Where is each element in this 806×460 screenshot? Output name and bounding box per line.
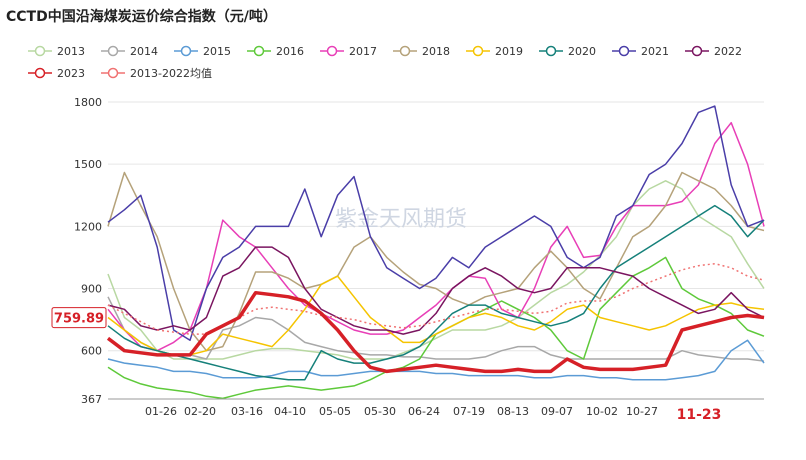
- legend-item-2019[interactable]: 2019: [466, 40, 523, 62]
- legend-label: 2022: [714, 44, 742, 58]
- watermark: 紫金天风期货: [335, 207, 467, 232]
- legend-marker-icon: [612, 45, 636, 57]
- y-tick-label: 1500: [74, 158, 102, 171]
- legend-label: 2013: [57, 44, 85, 58]
- legend-item-2015[interactable]: 2015: [174, 40, 231, 62]
- legend-marker-icon: [174, 45, 198, 57]
- legend-item-2013-2022均值[interactable]: 2013-2022均值: [101, 62, 212, 84]
- y-tick-label: 1800: [74, 96, 102, 109]
- legend-label: 2017: [349, 44, 377, 58]
- x-tick-label: 01-26: [145, 405, 177, 418]
- series-line-2019: [107, 275, 765, 356]
- legend-item-2018[interactable]: 2018: [393, 40, 450, 62]
- series-line-2021: [107, 105, 765, 342]
- y-tick-label: 367: [81, 393, 102, 406]
- series-line-2013-2022均值: [107, 262, 765, 335]
- series-line-2015: [107, 339, 765, 381]
- x-tick-label: 09-07: [541, 405, 573, 418]
- legend-label: 2014: [130, 44, 158, 58]
- legend-marker-icon: [320, 45, 344, 57]
- series-layer: [106, 105, 765, 400]
- current-value-box: [51, 307, 107, 329]
- axes: 367 600 900 1200 1500 1800 01-26 02-20 03-16 04-1…: [51, 96, 764, 423]
- legend-label: 2013-2022均值: [130, 67, 212, 80]
- x-tick-label: 06-24: [408, 405, 440, 418]
- y-tick-label: 900: [81, 283, 102, 296]
- legend-marker-icon: [247, 45, 271, 57]
- legend-marker-icon: [393, 45, 417, 57]
- legend-label: 2023: [57, 66, 85, 80]
- legend-label: 2021: [641, 44, 669, 58]
- legend-marker-icon: [466, 45, 490, 57]
- series-line-2013: [107, 180, 765, 360]
- legend-item-2020[interactable]: 2020: [539, 40, 596, 62]
- legend-marker-icon: [101, 45, 125, 57]
- legend-marker-icon: [685, 45, 709, 57]
- legend: 2013 2014 2015 2016 2017 2018 2019 2020 2021 2022…: [28, 40, 798, 84]
- grid-lines: [108, 101, 764, 400]
- highlight-x-tick: 11-23: [677, 407, 722, 423]
- chart-title: CCTD中国沿海煤炭运价综合指数（元/吨）: [6, 9, 277, 25]
- legend-item-2021[interactable]: 2021: [612, 40, 669, 62]
- legend-item-2016[interactable]: 2016: [247, 40, 304, 62]
- series-line-2020: [107, 204, 765, 381]
- x-tick-label: 10-27: [626, 405, 658, 418]
- legend-item-2013[interactable]: 2013: [28, 40, 85, 62]
- y-tick-label: 600: [81, 345, 102, 358]
- series-line-2022: [107, 246, 765, 335]
- x-tick-label: 05-05: [319, 405, 351, 418]
- legend-item-2014[interactable]: 2014: [101, 40, 158, 62]
- legend-item-2022[interactable]: 2022: [685, 40, 742, 62]
- x-tick-label: 08-13: [497, 405, 529, 418]
- x-tick-label: 05-30: [364, 405, 396, 418]
- x-tick-label: 04-10: [274, 405, 306, 418]
- legend-marker-icon: [28, 67, 52, 79]
- legend-item-2023[interactable]: 2023: [28, 62, 85, 84]
- legend-label: 2019: [495, 44, 523, 58]
- legend-label: 2018: [422, 44, 450, 58]
- legend-label: 2016: [276, 44, 304, 58]
- series-line-2017: [107, 121, 765, 352]
- legend-marker-icon: [101, 67, 125, 79]
- series-line-2023: [106, 290, 765, 374]
- series-line-2018: [107, 171, 765, 352]
- legend-marker-icon: [539, 45, 563, 57]
- y-tick-label: 1200: [74, 220, 102, 233]
- x-tick-label: 10-02: [586, 405, 618, 418]
- current-value-label: 759.89: [54, 312, 104, 327]
- x-tick-label: 03-16: [231, 405, 263, 418]
- legend-marker-icon: [28, 45, 52, 57]
- legend-label: 2015: [203, 44, 231, 58]
- x-tick-label: 02-20: [184, 405, 216, 418]
- x-tick-label: 07-19: [453, 405, 485, 418]
- legend-item-2017[interactable]: 2017: [320, 40, 377, 62]
- legend-label: 2020: [568, 44, 596, 58]
